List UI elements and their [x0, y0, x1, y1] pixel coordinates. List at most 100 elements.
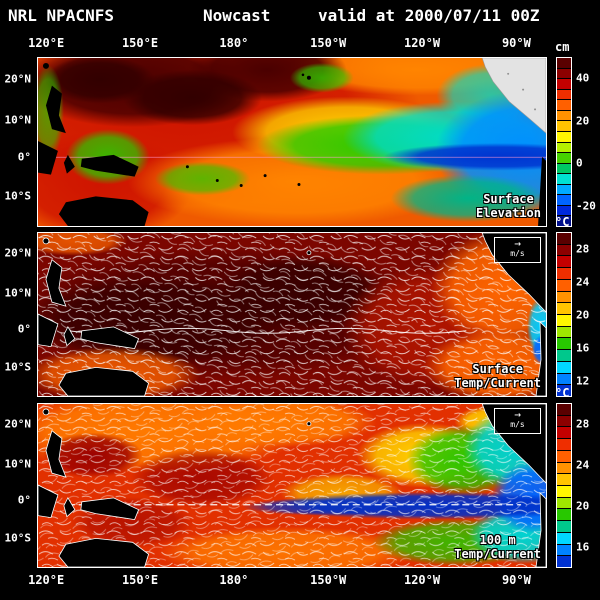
- colorbar-tick-label: 0: [576, 156, 583, 170]
- colorbar-tick-label: 16: [576, 341, 590, 354]
- colorbar-segment: [557, 79, 571, 90]
- surface-elevation-map: Surface Elevation: [37, 57, 547, 227]
- colorbar-segment: [557, 256, 571, 269]
- panel-title: Surface Temp/Current: [454, 363, 541, 391]
- colorbar-segment: [557, 153, 571, 164]
- vector-scale-arrow: →: [514, 408, 521, 421]
- colorbar-segment: [557, 315, 571, 327]
- colorbar-segment: [557, 497, 571, 510]
- latitude-axis: 20°N 10°N 0° 10°S: [0, 403, 33, 568]
- colorbar-unit: cm: [555, 40, 570, 54]
- lon-label: 90°W: [501, 36, 531, 50]
- colorbar-tick-label: 20: [576, 114, 590, 128]
- colorbar-segment: [557, 174, 571, 185]
- colorbar-tick-label: 28: [576, 242, 590, 255]
- colorbar-tick-label: 40: [576, 71, 590, 85]
- colorbar-segment: [557, 361, 571, 374]
- colorbar-unit: °C: [555, 386, 570, 400]
- colorbar-segment: [557, 474, 571, 487]
- colorbar-tick-label: 20: [576, 499, 590, 513]
- lon-label: 180°: [219, 573, 249, 587]
- colorbar-segment: [557, 291, 571, 304]
- lon-label: 120°E: [28, 573, 65, 587]
- equator-line: [38, 156, 546, 158]
- colorbar-segment: [557, 58, 571, 69]
- panel-100m-temp-current: 20°N 10°N 0° 10°S: [0, 386, 600, 568]
- colorbar-segment: [557, 233, 571, 245]
- latitude-axis: 20°N 10°N 0° 10°S: [0, 232, 33, 397]
- 100m-temp-current-map: → m/s 100 m Temp/Current: [37, 403, 547, 568]
- lat-label: 10°S: [4, 189, 32, 203]
- colorbar-segment: [557, 244, 571, 257]
- colorbar-segment: [557, 556, 571, 568]
- panel-title-line2: Temp/Current: [454, 547, 541, 562]
- longitude-axis-top: 120°E 150°E 180° 150°W 120°W 90°W: [28, 36, 547, 50]
- vector-scale-label: m/s: [510, 249, 525, 258]
- equatorial-current: [67, 327, 467, 334]
- lon-label: 120°W: [403, 36, 441, 50]
- colorbar-segment: [557, 68, 571, 80]
- colorbar-segment: [557, 532, 571, 545]
- lat-label: 20°N: [4, 72, 32, 86]
- lon-label: 150°E: [121, 36, 159, 50]
- lon-label: 120°E: [28, 36, 65, 50]
- colorbar-ticks: 40 20 0 -20: [576, 57, 600, 227]
- lat-label: 10°S: [4, 531, 32, 545]
- colorbar-segment: [557, 89, 571, 101]
- landmass-west: [38, 237, 312, 396]
- colorbar-segment: [557, 521, 571, 533]
- colorbar-segment: [557, 450, 571, 463]
- panel-title-line1: Surface: [483, 192, 534, 207]
- lat-label: 10°N: [4, 113, 32, 127]
- colorbar-segment: [557, 279, 571, 292]
- colorbar-segment: [557, 427, 571, 440]
- colorbar-unit: °C: [555, 215, 570, 229]
- lon-label: 180°: [219, 36, 249, 50]
- lat-label: 10°N: [4, 457, 32, 471]
- lat-label: 10°N: [4, 286, 32, 300]
- lat-label: 10°S: [4, 360, 32, 374]
- surface-elevation-field: [38, 58, 546, 226]
- colorbar-elevation: [556, 57, 572, 227]
- colorbar-segment: [557, 163, 571, 175]
- colorbar-segment: [557, 385, 571, 397]
- landmass-west: [38, 62, 546, 226]
- colorbar-segment: [557, 439, 571, 451]
- vector-scale-box: → m/s: [494, 408, 541, 434]
- colorbar-tick-label: 24: [576, 458, 590, 472]
- vector-scale-arrow: →: [514, 237, 521, 250]
- panel-title-line2: Temp/Current: [454, 376, 541, 391]
- title-valid-time: valid at 2000/07/11 00Z: [318, 6, 540, 25]
- colorbar-tick-label: -20: [576, 199, 596, 213]
- colorbar-tick-label: 12: [576, 374, 590, 387]
- panel-title-line2: Elevation: [475, 206, 541, 221]
- latitude-axis: 20°N 10°N 0° 10°S: [0, 57, 33, 227]
- title-system: NRL NPACNFS: [8, 6, 114, 25]
- lon-label: 150°E: [121, 573, 159, 587]
- colorbar-segment: [557, 326, 571, 339]
- colorbar-tick-label: 16: [576, 540, 590, 554]
- title-product: Nowcast: [203, 6, 271, 25]
- longitude-axis-bottom: 120°E 150°E 180° 150°W 120°W 90°W: [28, 573, 547, 587]
- lat-label: 0°: [17, 150, 31, 164]
- surface-temp-current-map: → m/s Surface Temp/Current: [37, 232, 547, 397]
- colorbar-ticks: 28 24 20 16 12: [576, 232, 600, 397]
- colorbar-segment: [557, 462, 571, 475]
- colorbar-segment: [557, 350, 571, 362]
- colorbar-segment: [557, 486, 571, 498]
- colorbar-100m-temp: [556, 403, 572, 568]
- landmass-west: [38, 408, 312, 567]
- colorbar-tick-label: 20: [576, 308, 590, 321]
- colorbar-segment: [557, 121, 571, 132]
- colorbar-segment: [557, 404, 571, 416]
- panel-title-line1: 100 m: [479, 533, 516, 548]
- colorbar-segment: [557, 373, 571, 386]
- vector-scale-label: m/s: [510, 420, 525, 429]
- colorbar-segment: [557, 184, 571, 196]
- colorbar-segment: [557, 100, 571, 111]
- surface-temp-field: [38, 233, 546, 396]
- colorbar-segment: [557, 268, 571, 280]
- vector-scale-box: → m/s: [494, 237, 541, 263]
- lat-label: 20°N: [4, 417, 32, 431]
